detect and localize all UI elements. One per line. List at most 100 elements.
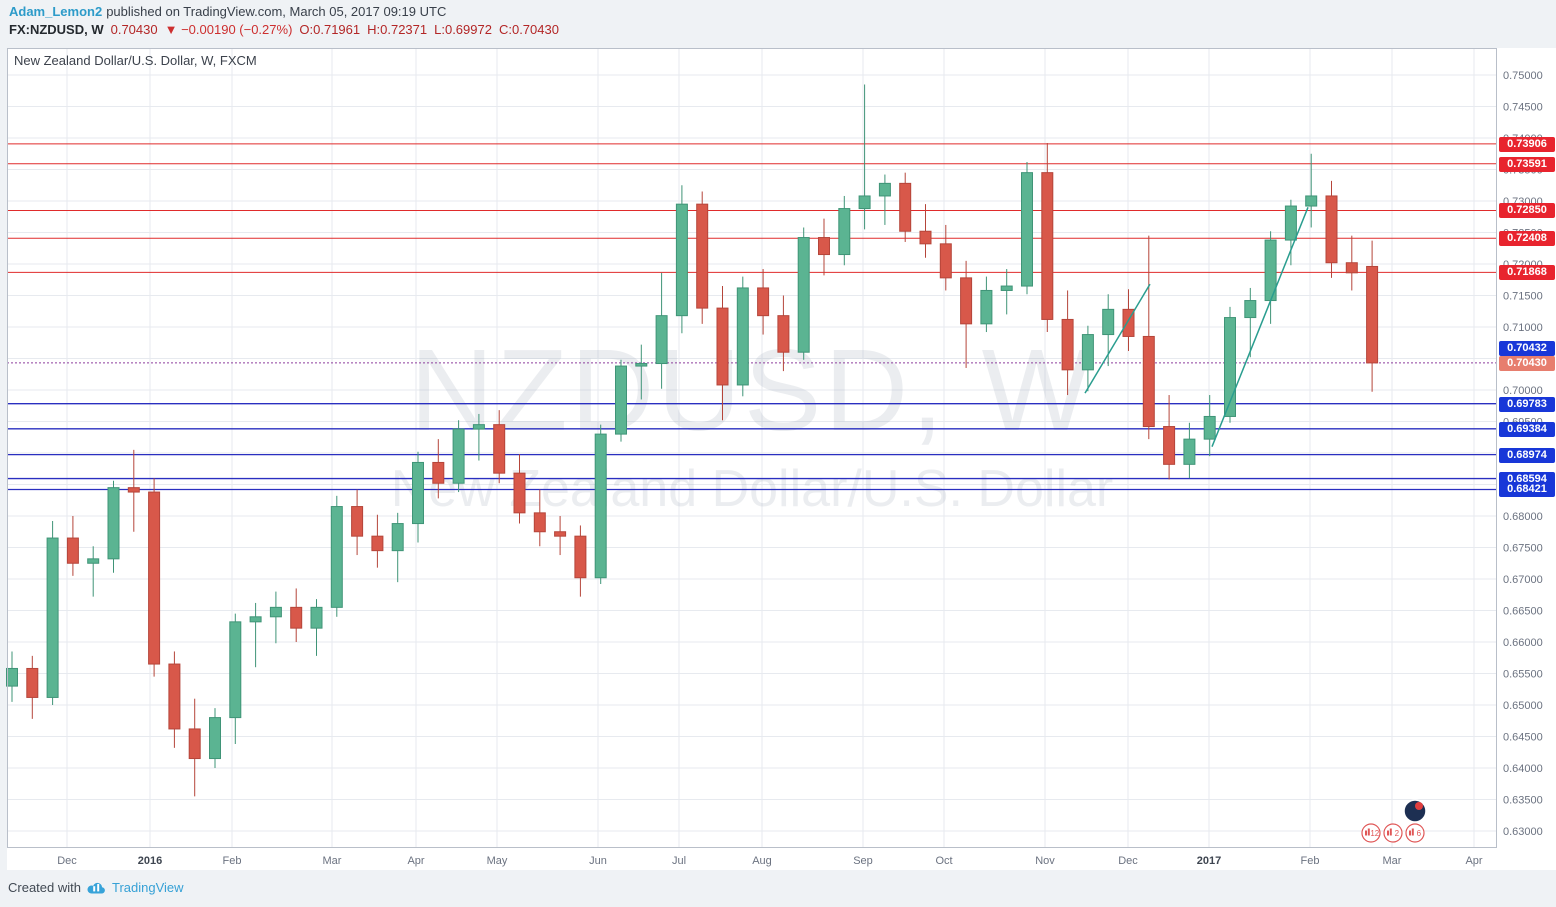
candle (127, 487, 140, 493)
chart-background (7, 48, 1556, 870)
candle (1000, 285, 1013, 291)
candle (168, 663, 181, 730)
social-badge-count: 2 (1395, 829, 1400, 838)
social-badge[interactable] (1361, 823, 1381, 843)
candle (412, 461, 424, 525)
trendline[interactable] (1211, 207, 1309, 447)
social-badge[interactable] (1405, 823, 1425, 843)
candle (46, 537, 59, 698)
tradingview-link[interactable]: TradingView (111, 880, 184, 895)
candle (1142, 335, 1155, 428)
created-with-label: Created with (8, 880, 81, 895)
candle (1102, 308, 1115, 336)
author-link[interactable]: Adam_Lemon2 (9, 4, 103, 19)
bar-chart-icon (1389, 828, 1392, 836)
price-level-chip: 0.73906 (1499, 136, 1555, 152)
candle (818, 237, 830, 256)
candle (1021, 172, 1033, 287)
candle (432, 461, 445, 484)
candle (1325, 195, 1338, 264)
candle (635, 363, 648, 367)
price-level-chip: 0.70432 (1499, 340, 1555, 356)
time-axis-label: Nov (1035, 855, 1055, 867)
price-axis-label: 0.63500 (1503, 795, 1543, 807)
time-axis-label: Sep (853, 855, 873, 867)
candle (858, 195, 871, 210)
candle (838, 208, 851, 256)
bar-chart-icon (1367, 828, 1370, 836)
candle (716, 307, 729, 386)
price-level-chip: 0.69384 (1499, 421, 1555, 437)
candle (574, 535, 587, 579)
last-price-chip: 0.70430 (1499, 355, 1555, 371)
symbol-label: FX:NZDUSD, W (9, 22, 104, 37)
grid (7, 48, 1497, 847)
candle (209, 717, 221, 760)
candle (655, 315, 668, 365)
price-axis-label: 0.66500 (1503, 606, 1543, 618)
candle (1163, 426, 1176, 465)
candle (696, 203, 709, 309)
footer: Created with TradingView (8, 880, 184, 895)
candle (777, 315, 790, 353)
candle (269, 606, 282, 618)
open-value: O:0.71961 (299, 22, 361, 37)
time-axis-label: 2016 (138, 855, 162, 867)
trendline[interactable] (1084, 283, 1151, 394)
price-axis-label: 0.75000 (1503, 70, 1543, 82)
candle (87, 558, 100, 564)
low-value: L:0.69972 (434, 22, 492, 37)
time-axis-label: Jul (672, 855, 686, 867)
social-badge-count: 6 (1417, 829, 1422, 838)
time-axis-label: Dec (57, 855, 77, 867)
plot-border (7, 48, 1497, 848)
candle (1183, 438, 1196, 465)
avatar-accent (1415, 802, 1423, 810)
time-axis-label: Feb (223, 855, 242, 867)
price-axis-label: 0.65500 (1503, 669, 1543, 681)
candle (878, 182, 891, 197)
candle (310, 606, 323, 629)
price-axis-label: 0.65000 (1503, 700, 1543, 712)
candle (939, 243, 952, 279)
candle (554, 531, 567, 537)
candle (188, 728, 201, 760)
candle (797, 237, 810, 353)
candle-series (6, 84, 1379, 797)
high-value: H:0.72371 (367, 22, 428, 37)
snapshot-header: Adam_Lemon2 published on TradingView.com,… (9, 2, 566, 39)
candle (452, 428, 465, 484)
price-axis-label: 0.66000 (1503, 637, 1543, 649)
candle (1122, 308, 1135, 337)
candle (513, 472, 526, 514)
watermark-symbol: NZDUSD, W (410, 325, 1094, 455)
price-levels (7, 143, 1497, 491)
candle (675, 203, 688, 317)
candle (1081, 334, 1094, 371)
candle (960, 277, 973, 325)
quote-line: FX:NZDUSD, W 0.70430 ▼ −0.00190 (−0.27%) O:… (9, 21, 566, 39)
candle (107, 487, 120, 560)
candle (980, 289, 993, 325)
candle (736, 287, 749, 386)
candle (1041, 172, 1054, 320)
last-price: 0.70430 (110, 22, 158, 37)
candle (351, 506, 364, 537)
time-axis-label: Mar (323, 855, 342, 867)
candle (594, 433, 607, 579)
publish-line: Adam_Lemon2 published on TradingView.com,… (9, 2, 566, 21)
axis-price-chips: 0.73906 0.73591 0.72850 0.72408 0.71868 0.704… (1499, 136, 1555, 498)
candle (66, 537, 79, 564)
price-level-chip: 0.69783 (1499, 396, 1555, 412)
price-axis-label: 0.67000 (1503, 574, 1543, 586)
candle (1305, 195, 1318, 207)
time-axis[interactable]: Dec 2016 Feb Mar Apr May Jun Jul Aug Sep Oct Nov Dec… (57, 855, 1483, 867)
social-badge[interactable] (1383, 823, 1403, 843)
price-level-chip: 0.72850 (1499, 203, 1555, 219)
candle (615, 365, 627, 435)
trendlines (1084, 207, 1309, 447)
publish-info: published on TradingView.com, March 05, … (106, 4, 447, 19)
price-axis-label: 0.67500 (1503, 543, 1543, 555)
bar-chart-icon (1409, 830, 1411, 836)
